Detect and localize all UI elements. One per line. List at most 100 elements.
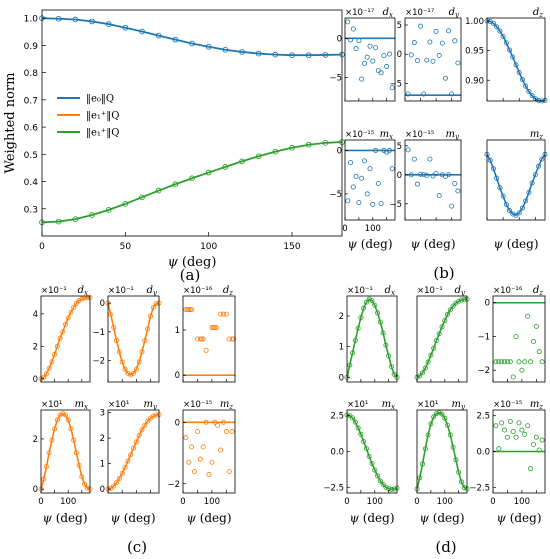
data-point [206,472,212,478]
data-point [71,437,77,443]
subplot-d-my: 0 100 ×10¹ my [414,399,470,507]
data-point [57,412,63,418]
data-point [530,339,536,345]
data-point [41,476,47,482]
data-point [355,325,361,331]
data-point [526,190,532,196]
data-point [153,412,159,418]
data-point [421,91,427,97]
data-point [502,359,508,365]
axis-multiplier: ×10⁻¹ [108,286,134,296]
subplot-title: mx [382,399,395,411]
data-point [145,418,151,424]
x-axis-label: ψ (deg) [42,511,87,525]
data-point [203,419,209,425]
data-point [125,458,131,464]
y-tick-label: 0 [33,485,38,495]
data-point [446,28,452,34]
data-point [536,97,542,103]
data-point [186,307,192,313]
y-tick-label: −2 [167,480,180,490]
data-point [76,298,82,304]
y-tick-label: 1 [339,343,344,353]
axes-frame [40,409,91,494]
data-point [532,172,538,178]
legend: ‖e₀‖Q ‖e₁⁺‖Q ‖e₁⁺‖Q [57,94,119,139]
data-point [200,336,206,342]
axes-frame [41,9,343,237]
data-point [375,310,381,316]
data-point [418,23,424,29]
data-point [433,338,439,344]
data-point [43,464,49,470]
axis-multiplier: ×10⁻¹ [41,286,67,296]
data-point [431,414,437,420]
data-point [458,297,464,303]
data-point [155,32,162,39]
data-point [347,362,353,368]
y-tick-label: 2 [33,342,38,352]
data-point [183,435,189,441]
data-point [363,446,369,452]
data-point [218,447,224,453]
data-point [350,184,356,190]
data-point [496,359,502,365]
data-point [54,417,60,423]
series-line [40,296,90,380]
data-point [439,411,445,417]
data-point [46,365,52,371]
data-point [436,410,442,416]
data-point [391,486,397,492]
x-axis-label: ψ (deg) [410,237,455,251]
data-point [433,171,439,177]
data-point [111,325,117,331]
data-point [142,422,148,428]
data-point [89,212,95,218]
x-tick-label: 100 [204,497,220,507]
x-tick-label: 100 [437,497,453,507]
data-point [436,193,442,199]
data-point [364,54,370,60]
data-point [430,58,436,64]
data-point [60,411,66,417]
data-point [72,216,79,222]
data-point [239,158,245,165]
y-tick-label: −2 [477,366,490,376]
subplot-title: mz [220,399,233,411]
data-point [526,89,532,95]
data-point [359,76,365,82]
y-tick-label: 0.0 [330,448,344,458]
data-point [507,207,513,213]
data-point [345,19,351,25]
data-point [420,461,426,467]
data-point [439,40,445,46]
subplot-b-dx: −5 0 ×10⁻¹⁷ dx [329,7,396,102]
data-point [497,185,503,191]
data-point [358,314,364,320]
data-point [502,427,508,433]
axes-frame [182,409,236,494]
x-tick-label: 100 [514,497,530,507]
data-point [447,307,453,313]
y-tick-label: 5 [397,21,402,31]
data-point [358,431,364,437]
data-point [212,419,218,425]
data-point [372,467,378,473]
panel-label-d: (d) [435,538,456,556]
data-point [439,324,445,330]
data-point [133,366,139,372]
data-point [370,58,376,64]
data-point [442,75,448,81]
x-tick-label: 0 [414,497,419,507]
data-point [513,333,519,339]
data-point [522,431,528,437]
y-tick-label: 2.5 [330,412,344,422]
data-point [405,147,411,153]
subplot-title: dx [78,285,88,297]
axis-multiplier: ×10⁻¹ [417,286,443,296]
data-point [116,349,122,355]
data-point [369,461,375,467]
data-point [73,450,79,456]
series-line [41,17,343,57]
data-point [523,83,529,89]
